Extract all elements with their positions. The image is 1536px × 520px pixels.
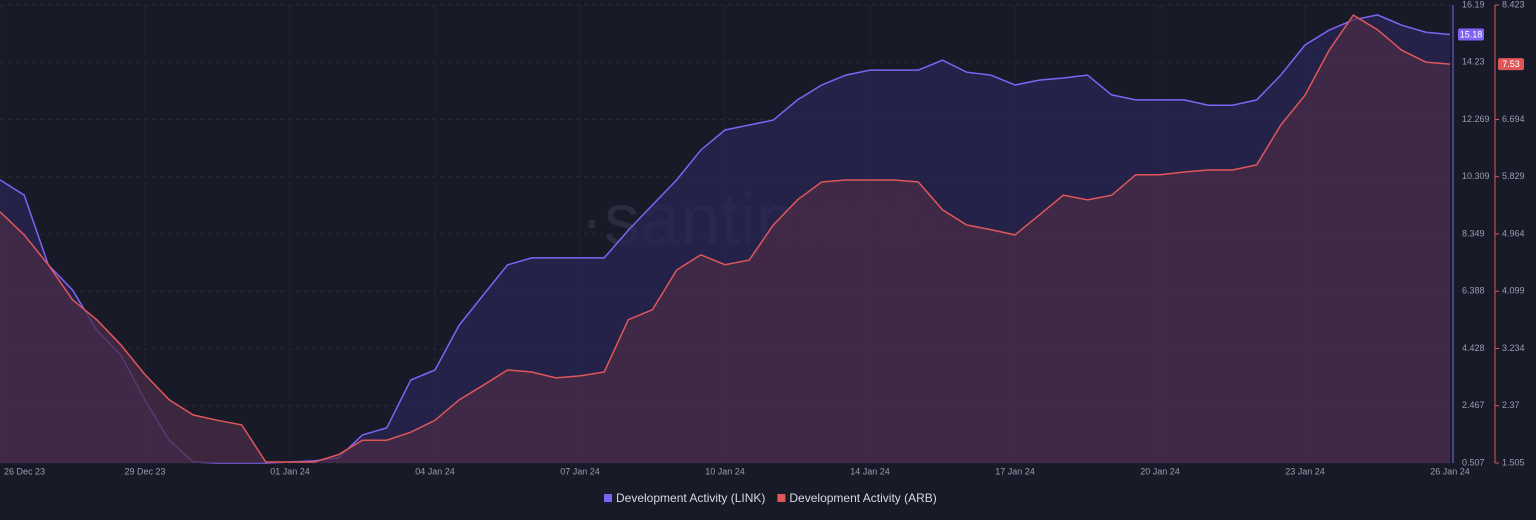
y-tick-label: 16.19 <box>1462 0 1485 9</box>
x-tick-label: 07 Jan 24 <box>560 466 600 476</box>
y2-tick-label: 3.234 <box>1502 343 1525 353</box>
x-tick-label: 17 Jan 24 <box>995 466 1035 476</box>
y-tick-label: 2.467 <box>1462 400 1485 410</box>
x-tick-label: 23 Jan 24 <box>1285 466 1325 476</box>
x-tick-label: 26 Dec 23 <box>4 466 45 476</box>
y2-tick-label: 4.964 <box>1502 228 1525 238</box>
x-tick-label: 04 Jan 24 <box>415 466 455 476</box>
area <box>0 15 1450 463</box>
legend-swatch[interactable] <box>604 494 612 502</box>
x-tick-label: 01 Jan 24 <box>270 466 310 476</box>
value-badge <box>1458 28 1484 41</box>
legend-swatch[interactable] <box>777 494 786 502</box>
y-tick-label: 12.269 <box>1462 114 1490 124</box>
y-tick-label: 10.309 <box>1462 171 1490 181</box>
y-tick-label: 4.428 <box>1462 343 1485 353</box>
y2-tick-label: 8.423 <box>1502 0 1525 9</box>
y-tick-label: 14.23 <box>1462 57 1485 67</box>
value-badge-label: 7.53 <box>1502 59 1520 69</box>
value-badge-label: 15.18 <box>1460 29 1483 39</box>
x-tick-label: 29 Dec 23 <box>124 466 165 476</box>
x-tick-label: 10 Jan 24 <box>705 466 745 476</box>
x-tick-label: 20 Jan 24 <box>1140 466 1180 476</box>
y2-tick-label: 4.099 <box>1502 286 1525 296</box>
y-tick-label: 0.507 <box>1462 457 1485 467</box>
y-tick-label: 6.388 <box>1462 286 1485 296</box>
line <box>0 14 1451 463</box>
legend: Development Activity (LINK) Development A… <box>604 491 937 505</box>
legend-text[interactable]: Development Activity (LINK) <box>616 491 765 505</box>
y2-tick-label: 2.37 <box>1502 400 1520 410</box>
y2-tick-label: 1.505 <box>1502 457 1525 467</box>
y-tick-label: 8.349 <box>1462 228 1485 238</box>
legend-text[interactable]: Development Activity (ARB) <box>789 491 936 505</box>
y2-tick-label: 5.829 <box>1502 171 1525 181</box>
y2-tick-label: 6.694 <box>1502 114 1525 124</box>
x-tick-label: 14 Jan 24 <box>850 466 890 476</box>
value-badge <box>1498 58 1524 71</box>
x-tick-label: 26 Jan 24 <box>1430 466 1470 476</box>
